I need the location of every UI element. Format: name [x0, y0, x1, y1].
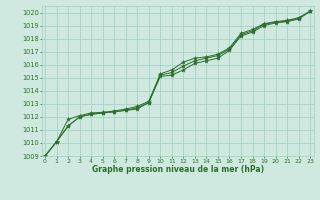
X-axis label: Graphe pression niveau de la mer (hPa): Graphe pression niveau de la mer (hPa) [92, 165, 264, 174]
